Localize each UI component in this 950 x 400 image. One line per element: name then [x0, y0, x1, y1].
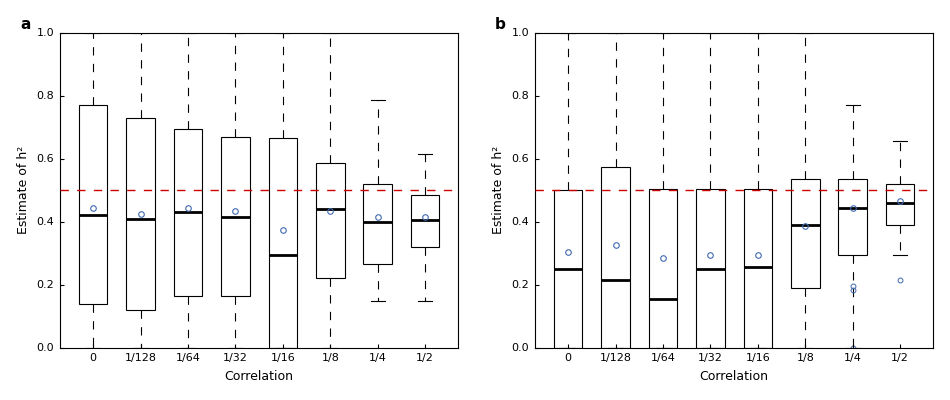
PathPatch shape: [364, 184, 392, 264]
X-axis label: Correlation: Correlation: [224, 370, 294, 383]
Y-axis label: Estimate of h²: Estimate of h²: [492, 146, 504, 234]
PathPatch shape: [269, 138, 297, 348]
Text: a: a: [20, 17, 30, 32]
PathPatch shape: [126, 118, 155, 310]
PathPatch shape: [601, 167, 630, 348]
PathPatch shape: [696, 189, 725, 348]
PathPatch shape: [411, 195, 439, 247]
PathPatch shape: [839, 179, 867, 255]
PathPatch shape: [554, 190, 582, 348]
PathPatch shape: [174, 129, 202, 296]
PathPatch shape: [79, 105, 107, 304]
X-axis label: Correlation: Correlation: [699, 370, 769, 383]
PathPatch shape: [791, 179, 820, 288]
Y-axis label: Estimate of h²: Estimate of h²: [17, 146, 29, 234]
PathPatch shape: [886, 184, 914, 225]
PathPatch shape: [744, 189, 772, 348]
PathPatch shape: [649, 189, 677, 348]
Text: b: b: [495, 17, 506, 32]
PathPatch shape: [221, 137, 250, 296]
PathPatch shape: [316, 164, 345, 278]
